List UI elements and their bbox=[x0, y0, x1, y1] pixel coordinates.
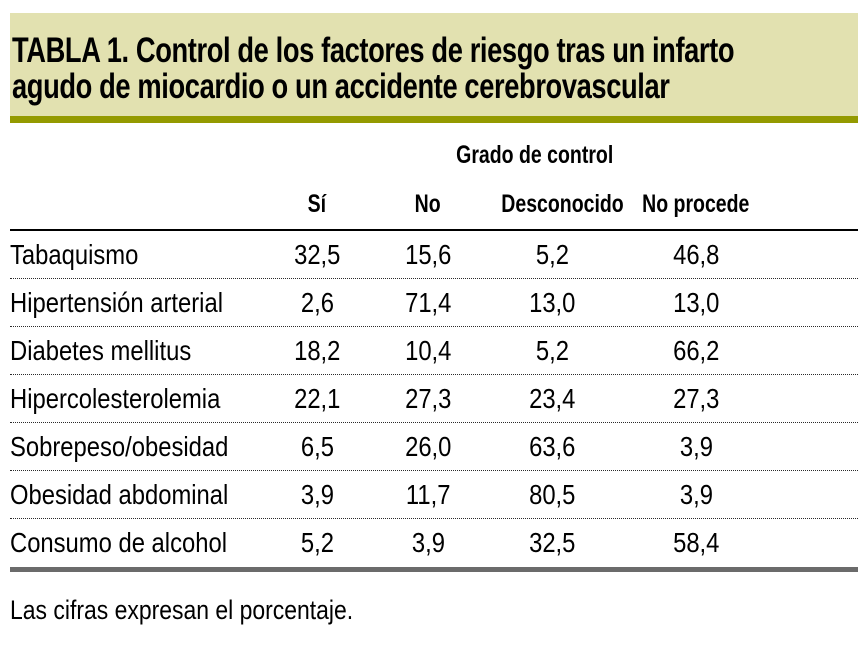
table-row-diabetes: Diabetes mellitus 18,2 10,4 5,2 66,2 bbox=[10, 327, 858, 375]
cell-value: 46,8 bbox=[672, 238, 720, 270]
cell-value: 5,2 bbox=[535, 238, 569, 270]
row-label: Hipertensión arterial bbox=[10, 286, 223, 318]
table-row-consumo-alcohol: Consumo de alcohol 5,2 3,9 32,5 58,4 bbox=[10, 519, 858, 567]
cell-value: 3,9 bbox=[679, 430, 713, 462]
cell-value: 6,5 bbox=[300, 430, 334, 462]
row-label: Tabaquismo bbox=[10, 238, 139, 270]
cell-value: 71,4 bbox=[404, 286, 452, 318]
cell-value: 3,9 bbox=[300, 478, 334, 510]
column-header-si: Sí bbox=[307, 190, 327, 218]
row-label: Hipercolesterolemia bbox=[10, 382, 221, 414]
table-title-line-2: agudo de miocardio o un accidente cerebr… bbox=[12, 69, 854, 105]
column-header-no: No bbox=[414, 190, 441, 218]
cell-value: 32,5 bbox=[293, 238, 341, 270]
cell-value: 80,5 bbox=[528, 478, 576, 510]
table-row-hipercolesterolemia: Hipercolesterolemia 22,1 27,3 23,4 27,3 bbox=[10, 375, 858, 423]
cell-value: 23,4 bbox=[528, 382, 576, 414]
table-footnote: Las cifras expresan el porcentaje. bbox=[10, 595, 354, 625]
row-label: Sobrepeso/obesidad bbox=[10, 430, 229, 462]
cell-value: 22,1 bbox=[293, 382, 341, 414]
cell-value: 10,4 bbox=[404, 334, 452, 366]
table-title-text-2: agudo de miocardio o un accidente cerebr… bbox=[12, 67, 670, 106]
column-header-row: Sí No Desconocido No procede bbox=[10, 192, 858, 231]
cell-value: 27,3 bbox=[404, 382, 452, 414]
cell-value: 27,3 bbox=[672, 382, 720, 414]
table-row-hipertension: Hipertensión arterial 2,6 71,4 13,0 13,0 bbox=[10, 279, 858, 327]
cell-value: 13,0 bbox=[672, 286, 720, 318]
cell-value: 2,6 bbox=[300, 286, 334, 318]
cell-value: 32,5 bbox=[528, 527, 576, 558]
cell-value: 5,2 bbox=[535, 334, 569, 366]
cell-value: 11,7 bbox=[405, 478, 451, 510]
table-title-text-1: TABLA 1. Control de los factores de ries… bbox=[12, 31, 735, 70]
column-header-desconocido: Desconocido bbox=[501, 190, 624, 218]
cell-value: 3,9 bbox=[679, 478, 713, 510]
cell-value: 58,4 bbox=[672, 527, 720, 558]
cell-value: 63,6 bbox=[528, 430, 576, 462]
cell-value: 66,2 bbox=[672, 334, 720, 366]
column-header-no-procede: No procede bbox=[642, 190, 750, 218]
group-header-row: Grado de control bbox=[10, 142, 858, 168]
cell-value: 15,6 bbox=[404, 238, 452, 270]
table-row-obesidad-abdominal: Obesidad abdominal 3,9 11,7 80,5 3,9 bbox=[10, 471, 858, 519]
cell-value: 18,2 bbox=[293, 334, 341, 366]
table-bottom-rule bbox=[10, 567, 858, 572]
cell-value: 3,9 bbox=[411, 527, 445, 558]
row-label: Obesidad abdominal bbox=[10, 478, 229, 510]
cell-value: 26,0 bbox=[404, 430, 452, 462]
row-label: Consumo de alcohol bbox=[10, 527, 227, 558]
cell-value: 5,2 bbox=[300, 527, 334, 558]
table-title-line-1: TABLA 1. Control de los factores de ries… bbox=[12, 33, 854, 69]
row-label: Diabetes mellitus bbox=[10, 334, 192, 366]
table-row-tabaquismo: Tabaquismo 32,5 15,6 5,2 46,8 bbox=[10, 231, 858, 279]
group-header: Grado de control bbox=[456, 141, 614, 169]
table-row-sobrepeso: Sobrepeso/obesidad 6,5 26,0 63,6 3,9 bbox=[10, 423, 858, 471]
table-content: TABLA 1. Control de los factores de ries… bbox=[10, 13, 858, 624]
table-title-block: TABLA 1. Control de los factores de ries… bbox=[10, 13, 858, 123]
table-figure: TABLA 1. Control de los factores de ries… bbox=[0, 13, 868, 661]
cell-value: 13,0 bbox=[528, 286, 576, 318]
